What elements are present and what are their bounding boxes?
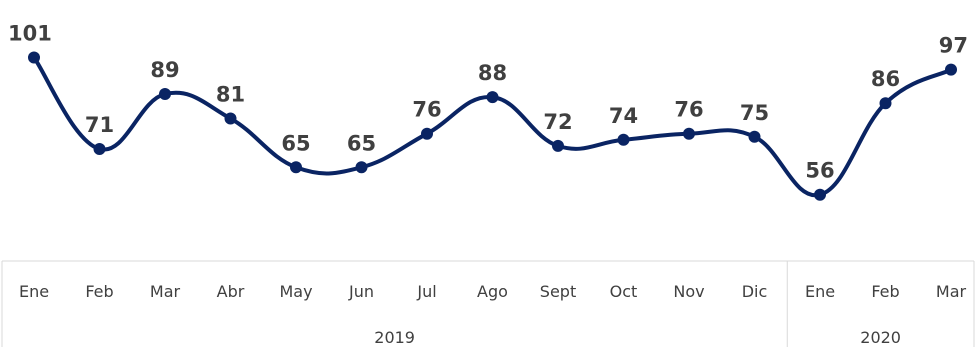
data-point-marker xyxy=(552,139,564,152)
data-point-marker xyxy=(683,127,695,140)
category-tick-label: Nov xyxy=(673,282,704,301)
category-tick-label: Sept xyxy=(540,282,576,301)
data-point-marker xyxy=(486,91,499,104)
data-point-marker xyxy=(28,51,40,64)
data-point-marker xyxy=(617,133,630,146)
data-label: 56 xyxy=(805,159,834,183)
data-labels: 101 71 89 81 65 65 76 88 72 74 76 75 56 86 97 xyxy=(8,21,968,182)
data-label: 86 xyxy=(871,67,900,91)
data-point-marker xyxy=(290,161,302,174)
category-tick-label: Dic xyxy=(742,282,768,301)
category-tick-label: Feb xyxy=(85,282,113,301)
data-point-marker xyxy=(93,142,106,155)
data-label: 89 xyxy=(150,58,179,82)
data-label: 74 xyxy=(609,104,638,128)
data-label: 76 xyxy=(674,98,703,122)
data-point-marker xyxy=(224,112,237,125)
data-label: 65 xyxy=(347,131,376,155)
data-point-marker xyxy=(421,127,433,140)
category-tick-label: Ago xyxy=(477,282,508,301)
group-label: 2020 xyxy=(860,328,901,347)
category-tick-label: Ene xyxy=(805,282,835,301)
data-label: 75 xyxy=(740,101,769,125)
category-tick-label: Abr xyxy=(217,282,245,301)
data-point-marker xyxy=(879,97,892,110)
data-point-marker xyxy=(945,63,957,76)
data-label: 71 xyxy=(85,113,114,137)
data-label: 101 xyxy=(8,21,52,45)
data-label: 88 xyxy=(478,61,507,85)
data-label: 97 xyxy=(939,34,968,58)
category-tick-label: May xyxy=(279,282,312,301)
category-tick-label: Oct xyxy=(610,282,638,301)
data-label: 72 xyxy=(543,110,572,134)
data-point-marker xyxy=(814,188,826,201)
category-tick-label: Jul xyxy=(416,282,436,301)
category-axis: 2019 2020 Ene Feb Mar Abr May Jun Jul Ago Sept Oct N… xyxy=(1,260,975,347)
category-tick-label: Mar xyxy=(150,282,181,301)
data-label: 65 xyxy=(281,131,310,155)
category-tick-label: Jun xyxy=(348,282,374,301)
data-label: 81 xyxy=(216,82,245,106)
category-tick-label: Mar xyxy=(936,282,967,301)
data-point-marker xyxy=(748,130,761,143)
data-label: 76 xyxy=(412,98,441,122)
group-label: 2019 xyxy=(374,328,415,347)
data-point-marker xyxy=(159,88,171,101)
data-point-marker xyxy=(355,161,368,174)
category-tick-label: Ene xyxy=(19,282,49,301)
data-markers xyxy=(28,51,957,201)
category-tick-label: Feb xyxy=(871,282,899,301)
